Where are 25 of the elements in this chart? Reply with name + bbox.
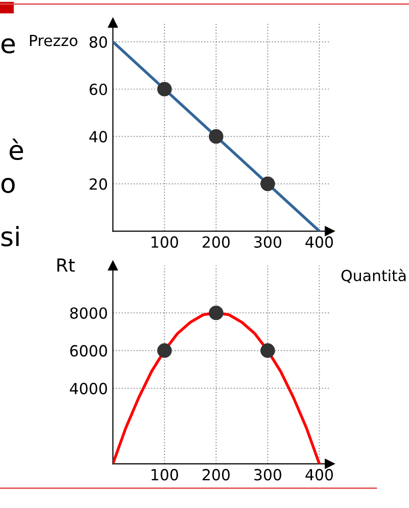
x-axis-title: Quantità (341, 268, 406, 284)
x-tick-label: 200 (202, 236, 230, 248)
y-axis-title: Rt (57, 258, 75, 272)
x-tick-label: 100 (152, 468, 178, 480)
text: è (10, 138, 24, 160)
y-tick-label: 80 (90, 36, 108, 48)
y-tick-label: 60 (90, 84, 108, 96)
y-tick-label: 4000 (70, 382, 108, 394)
text: si (1, 226, 19, 246)
x-tick-label: 100 (152, 236, 178, 248)
y-tick-label: 40 (89, 130, 108, 142)
text: o (1, 178, 15, 194)
x-tick-label: 400 (306, 236, 333, 248)
x-tick-label: 300 (254, 468, 282, 480)
point (157, 82, 172, 96)
y-tick-label: 8000 (70, 307, 108, 319)
x-tick-label: 300 (254, 236, 282, 248)
x-tick-label: 400 (306, 468, 333, 480)
y-axis-title: Prezzo (30, 34, 78, 46)
point (260, 176, 276, 192)
y-tick-label: 20 (90, 178, 108, 190)
point (208, 129, 224, 144)
x-tick-label: 200 (202, 468, 230, 480)
y-tick-label: 6000 (70, 345, 108, 357)
text: e (1, 38, 15, 54)
